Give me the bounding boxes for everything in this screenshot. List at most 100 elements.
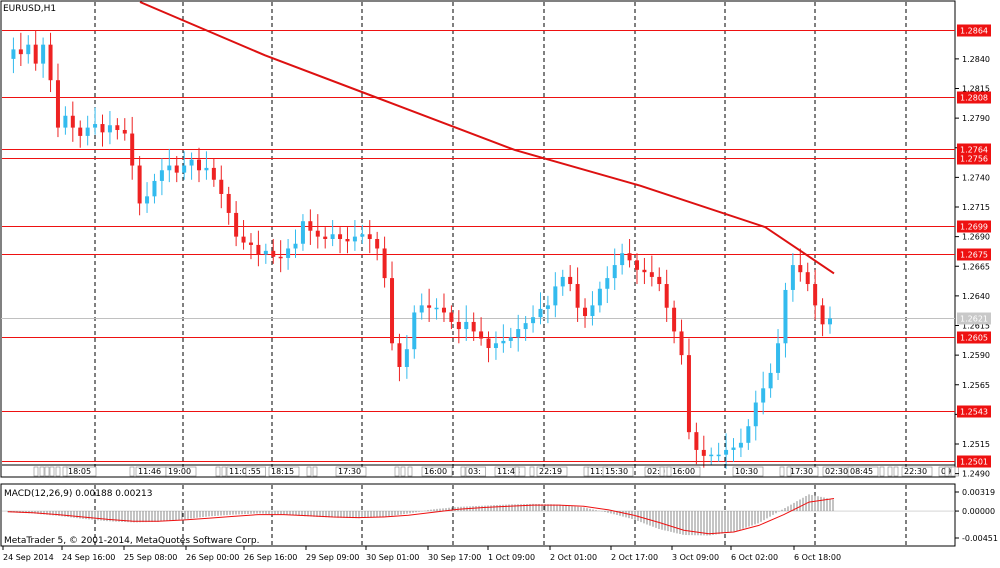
candle-body	[523, 323, 528, 330]
candle-body	[271, 250, 276, 257]
candle-body	[538, 308, 543, 318]
time-label: 26 Sep 16:00	[244, 553, 297, 562]
price-tick-label: 1.2665	[962, 262, 990, 271]
candle-body	[11, 49, 16, 59]
candle-body	[441, 307, 446, 313]
candle-body	[308, 221, 313, 231]
candle-body	[130, 133, 135, 166]
session-marker-label: 15:30	[605, 467, 628, 476]
session-marker-tick	[33, 466, 39, 477]
candle-body	[590, 305, 595, 317]
session-marker-label: 22:19	[539, 467, 562, 476]
session-marker-label: 08:45	[850, 467, 873, 476]
level-tag	[957, 220, 991, 233]
macd-tick-label: -0.00451	[962, 534, 998, 543]
candle-body	[486, 338, 491, 349]
candle-body	[323, 236, 328, 239]
candle-body	[612, 265, 617, 279]
session-marker-label: 16:00	[672, 467, 695, 476]
candle-body	[122, 129, 127, 134]
candle-body	[694, 432, 699, 450]
macd-tick-label: 0.00000	[962, 507, 995, 516]
macd-panel-frame	[0, 483, 956, 547]
session-marker-label: 11:46	[138, 467, 161, 476]
level-tag-label: 1.2605	[960, 334, 988, 343]
candle-body	[605, 278, 610, 289]
candle-body	[167, 165, 172, 171]
candle-body	[293, 243, 298, 249]
candle-body	[315, 230, 320, 237]
price-tick-label: 1.2690	[962, 233, 990, 242]
candle-body	[286, 248, 291, 258]
session-marker-tick	[306, 466, 312, 477]
price-tick-label: 1.2790	[962, 114, 990, 123]
session-marker-tick	[55, 466, 61, 477]
level-tag	[957, 455, 991, 468]
time-label: 24 Sep 16:00	[62, 553, 115, 562]
session-marker-label: :55	[248, 467, 261, 476]
candle-body	[26, 44, 31, 55]
price-tick-label: 1.2840	[962, 55, 990, 64]
candle-body	[679, 331, 684, 356]
level-tag-label: 1.2808	[960, 94, 988, 103]
candle-body	[18, 49, 23, 55]
candle-body	[404, 349, 409, 367]
candle-body	[783, 289, 788, 344]
session-marker-tick	[49, 466, 55, 477]
candle-body	[716, 454, 721, 457]
macd-tick-label: 0.00319	[962, 488, 995, 497]
price-tick-label: 1.2815	[962, 85, 990, 94]
candle-body	[575, 284, 580, 308]
horizontal-levels[interactable]	[2, 30, 955, 462]
session-marker-box	[335, 466, 367, 477]
candle-body	[597, 288, 602, 306]
price-tick-label: 1.2490	[962, 470, 990, 479]
candle-body	[620, 253, 625, 266]
candle-body	[360, 234, 365, 237]
candle-body	[300, 221, 305, 244]
session-marker-box	[421, 466, 453, 477]
price-tick-label: 1.2565	[962, 381, 990, 390]
session-marker-label: 02:0	[647, 467, 665, 476]
main-chart-frame	[0, 0, 956, 478]
session-marker-tick	[893, 466, 899, 477]
candle-body	[85, 127, 90, 136]
candle-body	[724, 449, 729, 455]
session-marker-box	[165, 466, 197, 477]
candle-body	[768, 372, 773, 389]
candle-body	[672, 307, 677, 332]
session-marker-label: 22:30	[904, 467, 927, 476]
candle-body	[352, 236, 357, 242]
candle-body	[63, 115, 68, 128]
session-marker-box	[901, 466, 933, 477]
candle-body	[776, 343, 781, 373]
candle-body	[256, 244, 261, 255]
price-axis[interactable]: 1.28401.28151.27901.27651.27401.27151.26…	[955, 55, 990, 479]
session-marker-box	[268, 466, 300, 477]
session-marker-label: 19:00	[168, 467, 191, 476]
session-marker-box	[732, 466, 764, 477]
candle-body	[516, 329, 521, 338]
candle-body	[412, 312, 417, 350]
candle-body	[234, 212, 239, 237]
candle-body	[263, 250, 268, 255]
candlestick-series	[11, 30, 832, 469]
candle-body	[642, 269, 647, 273]
candle-body	[78, 127, 83, 136]
candle-body	[664, 284, 669, 308]
candle-body	[382, 248, 387, 279]
candle-body	[390, 278, 395, 344]
time-label: 6 Oct 02:00	[731, 553, 778, 562]
session-marker-box	[245, 466, 266, 477]
candle-body	[397, 343, 402, 367]
session-marker-label: 11:43	[497, 467, 520, 476]
candle-body	[456, 321, 461, 330]
session-marker-tick	[666, 466, 672, 477]
candle-body	[813, 284, 818, 306]
price-tick-label: 1.2715	[962, 203, 990, 212]
candle-body	[278, 256, 283, 259]
price-tick-label: 1.2590	[962, 351, 990, 360]
time-label: 25 Sep 08:00	[124, 553, 177, 562]
